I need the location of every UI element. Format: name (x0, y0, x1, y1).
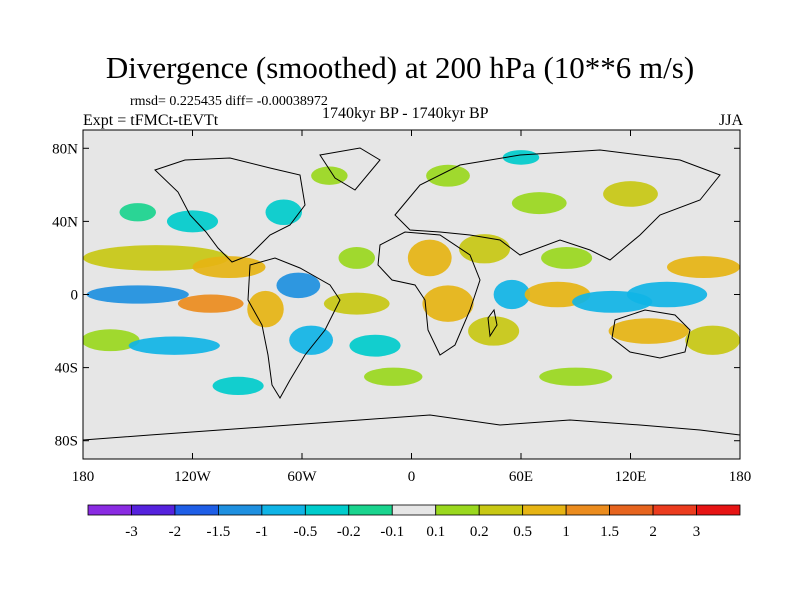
coast-south-america (247, 257, 341, 399)
field-patch (539, 367, 613, 386)
colorbar-label: -1.5 (207, 524, 231, 540)
stats-label: rmsd= 0.225435 diff= -0.00038972 (130, 94, 328, 109)
coast-madagascar (487, 308, 498, 338)
coast-australia (611, 309, 691, 359)
field-patch (364, 367, 423, 386)
field-patch (511, 192, 567, 215)
coast-north-america (154, 157, 306, 263)
colorbar-label: 3 (693, 524, 701, 540)
field-patch (502, 150, 540, 165)
colorbar-box (261, 504, 306, 516)
y-tick-label: 40N (52, 214, 78, 230)
divergence-field (83, 150, 740, 396)
colorbar-box (696, 504, 741, 516)
y-tick-label: 80N (52, 141, 78, 157)
colorbar-box (174, 504, 219, 516)
colorbar-label: 1 (562, 524, 570, 540)
coast-eurasia (394, 149, 721, 261)
field-patch (83, 245, 229, 271)
colorbar-box (565, 504, 611, 516)
x-tick-label: 60W (287, 469, 317, 485)
field-patch (166, 210, 219, 233)
colorbar: -3 -2 -1.5 -1 -0.5 -0.2 -0.1 0.1 0.2 0.5 1 1.5 2 3 (87, 504, 741, 540)
y-tick-label: 80S (55, 434, 78, 450)
y-tick-label: 40S (55, 361, 78, 377)
field-patch (192, 256, 266, 279)
coast-africa (377, 231, 481, 356)
period-label: 1740kyr BP - 1740kyr BP (322, 105, 489, 122)
field-patch (177, 294, 244, 313)
field-patch (608, 318, 689, 344)
field-patch (493, 279, 531, 310)
field-patch (323, 292, 390, 315)
colorbar-box (87, 504, 132, 516)
coast-greenland (319, 147, 381, 191)
field-patch (626, 281, 708, 308)
field-patch (422, 285, 474, 322)
x-tick-label: 180 (72, 469, 95, 485)
x-tick-label: 120E (615, 469, 647, 485)
field-patch (128, 336, 220, 355)
coastlines (83, 147, 740, 441)
season-label: JJA (718, 112, 743, 129)
colorbar-box (522, 504, 567, 516)
x-tick-label: 0 (408, 469, 416, 485)
colorbar-box (435, 504, 480, 516)
field-patch (83, 329, 140, 352)
colorbar-label: -0.1 (380, 524, 404, 540)
colorbar-label: -0.5 (293, 524, 317, 540)
colorbar-label: 0.2 (470, 524, 489, 540)
colorbar-box (652, 504, 697, 516)
colorbar-label: -2 (169, 524, 182, 540)
field-patch (667, 256, 740, 279)
colorbar-label: -1 (256, 524, 269, 540)
field-patch (603, 181, 658, 207)
field-patch (338, 246, 375, 269)
colorbar-label: -0.2 (337, 524, 361, 540)
field-patch (276, 272, 321, 299)
field-patch (685, 325, 740, 355)
field-patch (407, 239, 452, 277)
colorbar-label: 0.1 (426, 524, 445, 540)
y-tick-label: 0 (71, 288, 79, 304)
field-patch (349, 334, 401, 357)
axis-ticks: 180 120W 60W 0 60E 120E 180 80N 40N 0 40S 80S (52, 130, 751, 485)
field-patch (289, 325, 334, 355)
colorbar-box (217, 504, 263, 516)
field-patch (458, 234, 511, 264)
colorbar-label: 1.5 (600, 524, 619, 540)
colorbar-label: 2 (649, 524, 657, 540)
coast-antarctica (83, 414, 740, 441)
field-patch (426, 164, 470, 187)
x-tick-label: 60E (509, 469, 533, 485)
colorbar-box (304, 504, 350, 516)
colorbar-box (348, 504, 393, 516)
colorbar-box (391, 504, 437, 516)
colorbar-label: 0.5 (513, 524, 532, 540)
x-tick-label: 120W (174, 469, 212, 485)
colorbar-box (609, 504, 654, 516)
field-patch (119, 203, 156, 222)
field-patch (212, 376, 264, 396)
colorbar-box (131, 504, 176, 516)
x-tick-label: 180 (729, 469, 752, 485)
field-patch (265, 199, 302, 226)
experiment-label: Expt = tFMCt-tEVTt (83, 112, 219, 129)
colorbar-label: -3 (125, 524, 138, 540)
chart-title: Divergence (smoothed) at 200 hPa (10**6 … (105, 50, 695, 85)
colorbar-box (478, 504, 524, 516)
field-patch (86, 285, 189, 304)
field-patch (247, 290, 284, 328)
field-patch (541, 246, 593, 269)
